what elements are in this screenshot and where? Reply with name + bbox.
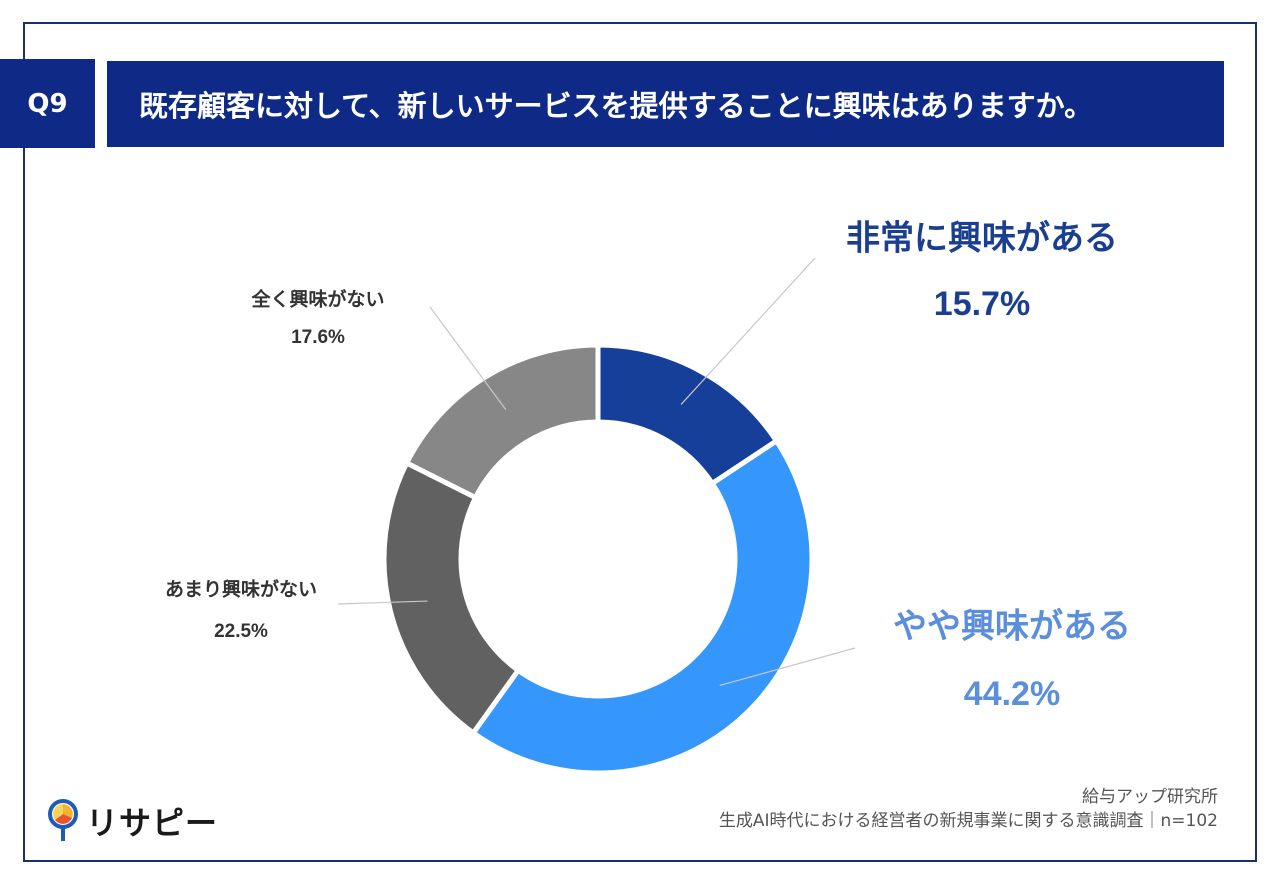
- question-title-bar: 既存顧客に対して、新しいサービスを提供することに興味はありますか。: [107, 61, 1224, 147]
- slice-somewhat-interested: [469, 437, 815, 776]
- leader-line-not-very-interested: [337, 600, 428, 605]
- slice-value-not-interested-at-all: 17.6%: [291, 327, 345, 348]
- source-organization: 給与アップ研究所: [1082, 787, 1218, 807]
- slice-label-not-interested-at-all: 全く興味がない: [250, 288, 384, 311]
- slice-value-not-very-interested: 22.5%: [214, 621, 268, 642]
- question-number-badge: Q9: [0, 59, 95, 148]
- leader-line-not-interested-at-all: [429, 306, 507, 411]
- question-number: Q9: [27, 88, 68, 119]
- slice-value-very-interested: 15.7%: [934, 285, 1030, 323]
- slice-label-not-very-interested: あまり興味がない: [165, 578, 317, 601]
- slice-not-very-interested: [381, 459, 522, 737]
- slice-value-somewhat-interested: 44.2%: [964, 675, 1060, 713]
- logo-pin-icon: [48, 799, 78, 841]
- leader-line-somewhat-interested: [719, 647, 856, 686]
- source-survey: 生成AI時代における経営者の新規事業に関する意識調査｜n=102: [718, 811, 1218, 831]
- source-note: 給与アップ研究所 生成AI時代における経営者の新規事業に関する意識調査｜n=10…: [719, 785, 1218, 833]
- slice-label-somewhat-interested: やや興味がある: [893, 607, 1131, 647]
- risapy-logo: リサピー: [48, 798, 218, 844]
- logo-text: リサピー: [86, 804, 219, 842]
- slice-not-interested-at-all: [403, 342, 601, 501]
- slice-label-very-interested: 非常に興味がある: [846, 219, 1118, 259]
- question-title: 既存顧客に対して、新しいサービスを提供することに興味はありますか。: [139, 89, 1094, 123]
- leader-line-very-interested: [680, 257, 816, 405]
